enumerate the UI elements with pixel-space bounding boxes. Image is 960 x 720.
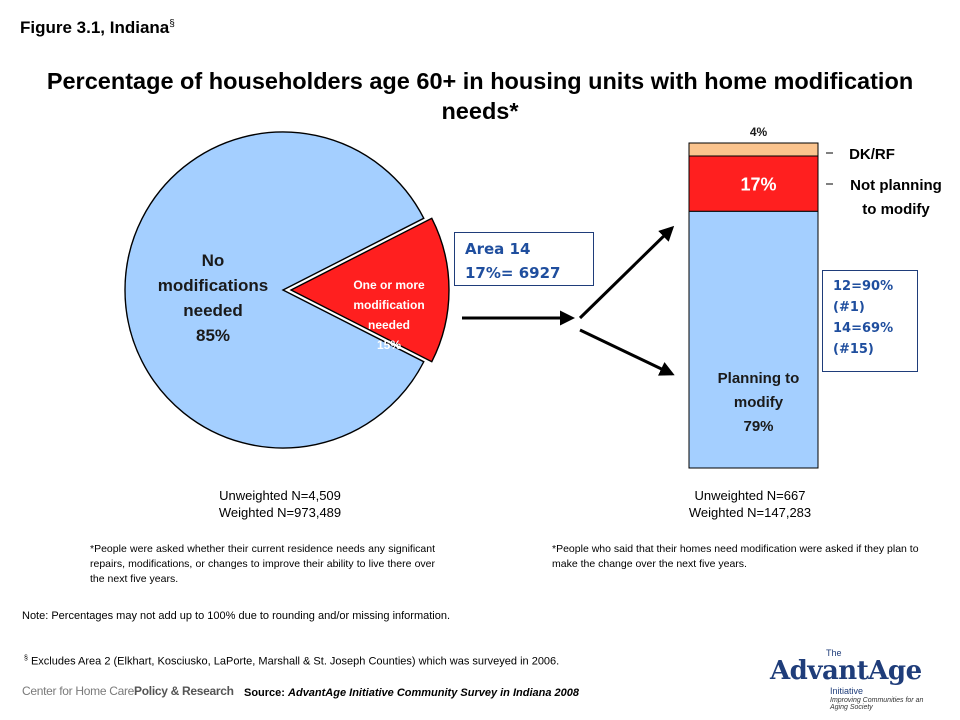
chart-title: Percentage of householders age 60+ in ho…	[46, 68, 914, 124]
bar-label-not-planning: 17%	[740, 175, 776, 195]
area-callout-line: 17%= 6927	[465, 264, 561, 282]
figure-section-mark: §	[169, 18, 175, 30]
advantage-logo-sub: Initiative	[830, 686, 864, 696]
source-line: Source: AdvantAge Initiative Community S…	[244, 687, 579, 699]
pie-unweighted-n: Unweighted N=4,509	[219, 488, 341, 503]
pie-label-modifications-needed: needed	[368, 318, 410, 332]
excludes-text: Excludes Area 2 (Elkhart, Kosciusko, LaP…	[30, 655, 560, 668]
rank-callout-line: 12=90%	[833, 279, 894, 294]
bar-footnote: *People who said that their homes need m…	[552, 543, 919, 570]
bar-label-planning: modify	[734, 394, 784, 411]
bar-label-planning: Planning to	[718, 370, 800, 387]
source-text: AdvantAge Initiative Community Survey in…	[288, 687, 579, 699]
figure-label: Figure 3.1, Indiana§	[20, 18, 175, 38]
bar-segment-not-planning	[688, 155, 819, 212]
arrow-up	[578, 225, 675, 320]
pie-label-modifications-needed: 15%	[377, 338, 401, 352]
pie-label-no-modifications: No	[202, 251, 225, 270]
source-label: Source:	[244, 687, 285, 699]
advantage-logo-tagline: Improving Communities for an Aging Socie…	[830, 697, 924, 711]
rank-callout-line: 14=69%	[833, 321, 894, 336]
pie-sample-size: Unweighted N=4,509 Weighted N=973,489	[180, 487, 380, 521]
pie-footnote: *People were asked whether their current…	[90, 543, 435, 585]
arrow-down	[579, 328, 675, 376]
rank-callout-line: (#1)	[833, 300, 865, 315]
advantage-logo: The AdvantAge Initiative Improving Commu…	[770, 648, 940, 711]
bar-sample-size: Unweighted N=667 Weighted N=147,283	[650, 487, 850, 521]
pie-slice-no-modifications	[124, 131, 425, 449]
bar-label-dk-rf: 4%	[750, 125, 768, 139]
pie-label-no-modifications: modifications	[158, 276, 269, 295]
rounding-note: Note: Percentages may not add up to 100%…	[22, 610, 451, 622]
area-callout: Area 14 17%= 6927	[454, 232, 594, 286]
side-label-not-planning: to modify	[862, 201, 930, 218]
bar-weighted-n: Weighted N=147,283	[688, 505, 812, 520]
rank-callout-line: (#15)	[833, 342, 874, 357]
chcpr-logo-part: Center for Home Care	[22, 684, 135, 698]
advantage-logo-the: The	[826, 648, 842, 658]
bar-unweighted-n: Unweighted N=667	[694, 488, 806, 503]
bar-segment-dk-rf	[688, 142, 819, 157]
bar-segment-planning	[688, 210, 819, 469]
figure-label-text: Figure 3.1, Indiana	[20, 18, 170, 37]
side-label-not-planning: Not planning	[850, 177, 942, 194]
excludes-section-mark: §	[24, 655, 28, 662]
pie-label-no-modifications: needed	[183, 301, 243, 320]
pie-label-modifications-needed: One or more	[353, 278, 425, 292]
side-label-dk-rf: DK/RF	[849, 146, 895, 163]
pie-label-no-modifications: 85%	[196, 326, 230, 345]
pie-label-modifications-needed: modification	[353, 298, 424, 312]
rank-callout: 12=90% (#1) 14=69% (#15)	[822, 270, 918, 372]
pie-weighted-n: Weighted N=973,489	[218, 505, 342, 520]
pie-slice-modifications-needed	[289, 217, 450, 363]
excludes-note: § Excludes Area 2 (Elkhart, Kosciusko, L…	[24, 655, 559, 668]
advantage-logo-name: AdvantAge	[770, 656, 922, 686]
bar-label-planning: 79%	[743, 418, 773, 435]
chcpr-logo: Center for Home CarePolicy & Research	[22, 684, 234, 698]
chcpr-logo-part: Policy & Research	[134, 684, 234, 698]
area-callout-line: Area 14	[465, 240, 531, 258]
